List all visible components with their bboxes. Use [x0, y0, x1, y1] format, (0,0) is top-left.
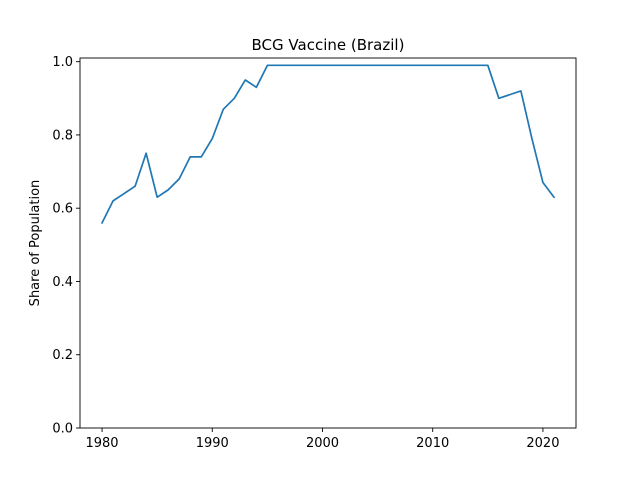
plot-area: 1980 1990 2000 2010 2020 0.0 0.2 0.4 0.6 0.8 1.0 — [52, 55, 577, 451]
x-tick-label: 2000 — [306, 436, 339, 451]
y-tick-label: 0.4 — [52, 275, 73, 290]
y-axis-label: Share of Population — [28, 180, 43, 307]
y-tick-label: 0.2 — [52, 348, 73, 363]
series-line-0 — [100, 64, 556, 224]
y-tick-label: 0.8 — [52, 128, 73, 143]
axes-frame — [79, 57, 577, 429]
x-tick-label: 2020 — [526, 436, 559, 451]
x-tick-label: 1990 — [196, 436, 229, 451]
y-tick-label: 0.0 — [52, 422, 73, 437]
x-tick-label: 2010 — [416, 436, 449, 451]
chart-title: BCG Vaccine (Brazil) — [252, 36, 405, 54]
x-tick-label: 1980 — [85, 436, 118, 451]
y-tick-label: 1.0 — [52, 55, 73, 70]
y-tick-label: 0.6 — [52, 202, 73, 217]
